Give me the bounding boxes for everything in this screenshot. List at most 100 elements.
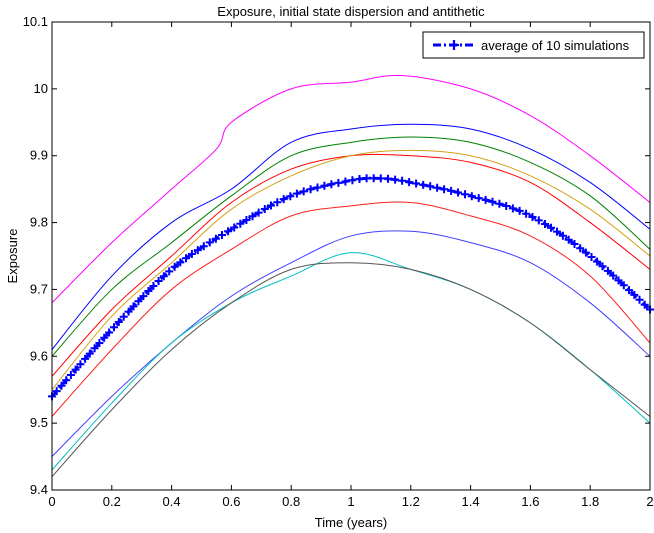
average-point-marker: [405, 178, 414, 187]
average-point-marker: [502, 202, 511, 210]
series-line: [51, 74, 651, 304]
average-point-marker: [193, 246, 202, 255]
series-line: [51, 136, 651, 357]
average-point-marker: [114, 318, 123, 326]
average-point-marker: [522, 209, 531, 218]
average-point-marker: [635, 295, 644, 304]
average-point-marker: [105, 328, 114, 337]
average-point-marker: [609, 271, 618, 280]
average-point-marker: [327, 180, 336, 189]
average-point-marker: [85, 349, 94, 358]
average-point-marker: [62, 376, 71, 385]
average-point-marker: [144, 287, 153, 295]
y-axis-label: Exposure: [5, 229, 20, 284]
average-point-marker: [248, 212, 257, 221]
series-line: [51, 201, 651, 417]
average-point-marker: [218, 231, 226, 239]
y-tick-label: 10.1: [23, 14, 48, 29]
average-point-marker: [576, 244, 585, 253]
y-tick-label: 9.9: [30, 148, 48, 163]
series-simulation-1: [51, 74, 651, 304]
average-point-marker: [581, 248, 590, 257]
average-point-marker: [528, 213, 537, 221]
average-point-marker: [481, 195, 490, 204]
average-point-marker: [391, 175, 400, 184]
y-tick-label: 9.8: [30, 215, 48, 230]
average-point-marker: [119, 312, 128, 321]
average-point-marker: [547, 223, 555, 232]
average-point-marker: [320, 181, 329, 190]
x-tick-label: 1.8: [581, 494, 599, 509]
average-point-marker: [341, 177, 350, 186]
average-point-marker: [211, 234, 220, 243]
series-simulation-2: [51, 123, 651, 350]
average-point-marker: [467, 192, 476, 201]
average-point-marker: [355, 175, 364, 183]
average-point-marker: [553, 227, 561, 236]
average-point-marker: [412, 179, 421, 188]
average-point-marker: [139, 292, 148, 301]
series-average: [48, 174, 654, 401]
x-tick-label: 0: [48, 494, 55, 509]
average-point-marker: [495, 199, 504, 208]
average-point-marker: [134, 297, 143, 306]
y-tick-label: 9.6: [30, 348, 48, 363]
series-simulation-5: [51, 149, 651, 391]
average-point-marker: [488, 197, 497, 206]
average-point-marker: [76, 360, 85, 369]
average-point-marker: [187, 250, 196, 258]
average-point-marker: [454, 188, 462, 197]
average-point-marker: [66, 371, 75, 379]
average-point-marker: [129, 302, 138, 311]
average-point-marker: [242, 216, 251, 224]
average-point-marker: [100, 333, 109, 342]
average-point-marker: [124, 307, 133, 316]
average-point-marker: [598, 262, 607, 271]
average-point-marker: [570, 240, 579, 248]
average-point-marker: [199, 242, 208, 251]
series-line: [51, 149, 651, 391]
average-point-marker: [95, 339, 104, 347]
x-tick-label: 1: [347, 494, 354, 509]
average-point-marker: [52, 387, 61, 396]
average-point-marker: [149, 282, 158, 290]
series-simulation-6: [51, 201, 651, 417]
average-point-marker: [260, 205, 269, 213]
series-simulation-9: [51, 262, 651, 477]
average-point-marker: [57, 381, 66, 390]
average-point-marker: [362, 174, 371, 183]
average-point-marker: [508, 204, 517, 213]
average-point-marker: [433, 183, 442, 192]
average-point-marker: [313, 183, 322, 192]
average-point-marker: [90, 344, 99, 353]
legend-label-average: average of 10 simulations: [481, 38, 630, 53]
average-point-marker: [369, 174, 378, 183]
average-point-marker: [564, 235, 573, 244]
series-line: [51, 262, 651, 477]
x-axis-label: Time (years): [315, 515, 387, 530]
average-point-marker: [71, 365, 80, 374]
average-point-marker: [640, 300, 649, 309]
plot-background: [52, 22, 650, 490]
x-tick-label: 1.6: [521, 494, 539, 509]
average-point-marker: [474, 194, 483, 203]
average-point-marker: [110, 323, 118, 332]
average-point-marker: [306, 185, 315, 194]
average-point-marker: [176, 258, 185, 267]
chart-title: Exposure, initial state dispersion and a…: [217, 4, 485, 19]
average-point-marker: [630, 290, 639, 299]
average-point-marker: [205, 238, 214, 247]
average-point-marker: [334, 178, 343, 187]
average-point-marker: [159, 272, 168, 281]
average-point-marker: [614, 276, 623, 285]
average-point-marker: [182, 254, 190, 263]
average-point-marker: [541, 220, 549, 228]
average-point-marker: [267, 201, 275, 210]
series-line: [51, 230, 651, 457]
legend-marker-plus: [449, 40, 459, 50]
x-tick-label: 0.8: [282, 494, 300, 509]
average-point-marker: [398, 176, 407, 185]
y-tick-label: 10: [34, 81, 48, 96]
average-point-marker: [286, 192, 295, 201]
average-point-marker: [273, 198, 282, 207]
